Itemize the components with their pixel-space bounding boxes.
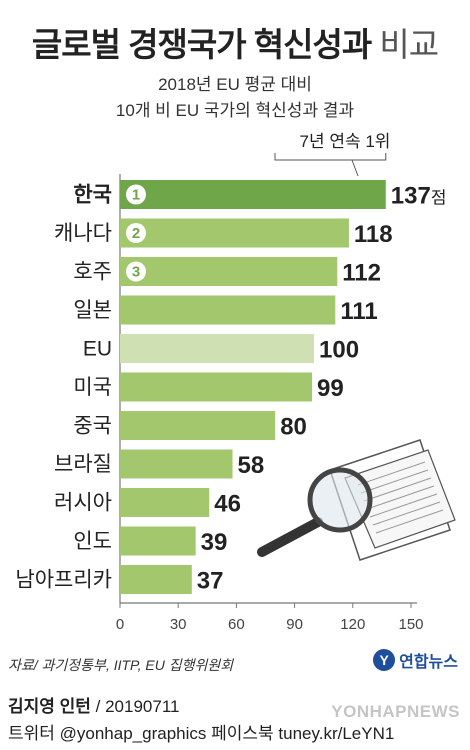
- chart-title: 글로벌 경쟁국가 혁신성과 비교: [0, 18, 470, 66]
- value-label-4: 100: [319, 337, 359, 364]
- value-label-6: 80: [280, 414, 307, 441]
- watermark: YONHAPNEWS: [331, 702, 460, 721]
- bar-5: [120, 372, 313, 402]
- author-credit: 김지영 인턴 / 20190711: [8, 692, 179, 717]
- category-label-3: 일본: [73, 299, 112, 322]
- annotation-bracket: [274, 153, 387, 161]
- category-label-9: 인도: [73, 530, 112, 553]
- x-tick-label-4: 120: [340, 616, 365, 633]
- value-label-7: 58: [238, 452, 265, 479]
- bar-8: [120, 488, 210, 517]
- value-label-0: 137점: [391, 183, 447, 210]
- category-label-1: 캐나다: [54, 222, 112, 245]
- bar-1: [120, 218, 349, 248]
- credit-date: / 20190711: [90, 697, 180, 716]
- bar-3: [120, 295, 336, 325]
- logo-text: 연합뉴스: [399, 654, 458, 671]
- category-label-6: 중국: [73, 415, 112, 438]
- subtitle-line1: 2018년 EU 평균 대비: [158, 75, 312, 94]
- source-note: 자료/ 과기정통부, IITP, EU 집행위원회: [8, 657, 234, 673]
- x-tick-label-5: 150: [398, 616, 423, 633]
- category-label-4: EU: [83, 338, 112, 361]
- rank-circle-0: [126, 184, 146, 205]
- category-label-2: 호주: [73, 261, 112, 284]
- category-label-10: 남아프리카: [15, 569, 112, 592]
- bar-6: [120, 411, 276, 440]
- value-label-1: 118: [354, 221, 393, 248]
- magnifier-document-illustration: [257, 439, 456, 561]
- rank-circle-2: [126, 261, 146, 282]
- rank-number-0: 1: [132, 187, 140, 204]
- value-label-8: 46: [214, 491, 241, 518]
- rank-number-2: 3: [132, 264, 140, 281]
- value-label-3: 111: [340, 298, 377, 325]
- value-label-2: 112: [342, 260, 381, 287]
- bar-4: [120, 334, 314, 363]
- rank-number-1: 2: [132, 225, 140, 242]
- category-label-5: 미국: [73, 376, 112, 399]
- value-label-5: 99: [317, 375, 344, 402]
- yonhap-logo: Y 연합뉴스: [373, 648, 458, 672]
- social-credit: 트위터 @yonhap_graphics 페이스북 tuney.kr/LeYN1: [8, 724, 395, 743]
- annotation-pointer: [351, 159, 359, 177]
- category-label-7: 브라질: [54, 453, 112, 476]
- bar-9: [120, 526, 196, 556]
- x-tick-label-2: 60: [228, 616, 245, 633]
- value-label-9: 39: [201, 529, 228, 556]
- title-main: 글로벌 경쟁국가 혁신성과: [31, 26, 372, 63]
- category-label-8: 러시아: [54, 492, 112, 515]
- title-sub: 비교: [379, 26, 439, 63]
- x-tick-label-0: 0: [116, 616, 124, 633]
- value-unit: 점: [431, 189, 447, 208]
- bar-2: [120, 257, 338, 286]
- rank-circle-1: [126, 223, 146, 243]
- bar-7: [120, 449, 233, 479]
- category-label-0: 한국: [73, 184, 112, 207]
- annotation-label: 7년 연속 1위: [300, 132, 391, 151]
- x-tick-label-1: 30: [170, 616, 187, 633]
- yonhap-logo-icon: Y: [373, 649, 396, 671]
- x-tick-label-3: 90: [286, 616, 303, 633]
- value-label-10: 37: [197, 568, 224, 595]
- bar-10: [120, 565, 192, 594]
- author-name: 김지영 인턴: [8, 697, 91, 716]
- subtitle-line2: 10개 비 EU 국가의 혁신성과 결과: [115, 101, 355, 120]
- bar-0: [120, 180, 386, 209]
